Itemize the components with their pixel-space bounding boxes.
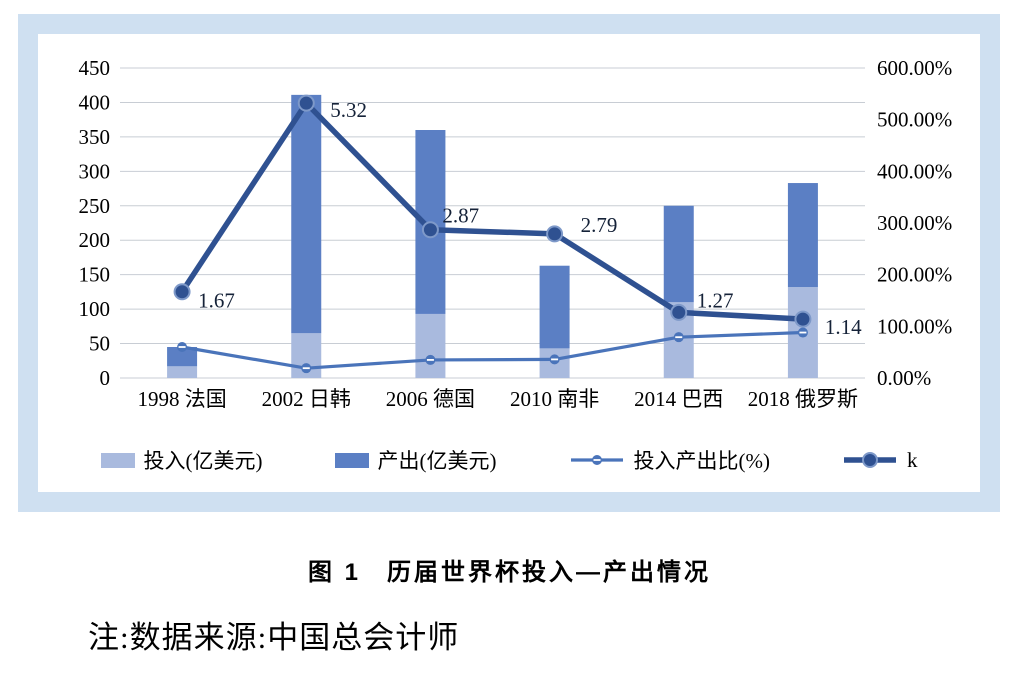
source-note: 注:数据来源:中国总会计师	[88, 620, 460, 655]
legend-item-k: k	[842, 447, 918, 473]
right-axis-tick: 100.00%	[877, 314, 952, 338]
figure-caption: 图 1 历届世界杯投入—产出情况	[0, 552, 1019, 587]
k-line	[179, 100, 804, 322]
legend-k-marker	[861, 452, 878, 468]
k-value-label: 1.14	[825, 315, 862, 339]
left-axis-tick: 0	[100, 366, 111, 390]
x-category-label: 2014 巴西	[634, 387, 723, 411]
left-axis-tick: 100	[79, 297, 111, 321]
ratio-line-swatch	[569, 449, 625, 471]
chart-frame: 450 400 350 300 250 200 150 100 50 0 600.00% 500.00…	[18, 14, 1000, 512]
right-axis-tick: 300.00%	[877, 211, 952, 235]
bar-output	[787, 183, 818, 288]
ratio-line	[181, 330, 803, 370]
investment-swatch	[100, 452, 135, 468]
k-marker	[297, 94, 315, 112]
x-category-label: 2018 俄罗斯	[748, 387, 858, 411]
left-axis-tick: 450	[79, 56, 111, 80]
k-marker	[173, 283, 191, 301]
right-axis-tick: 0.00%	[877, 366, 931, 390]
figure-title: 历届世界杯投入—产出情况	[387, 559, 711, 586]
k-line-swatch	[842, 449, 898, 471]
left-axis-tick: 250	[79, 194, 111, 218]
left-axis-tick: 350	[79, 125, 111, 149]
right-axis-tick: 500.00%	[877, 108, 952, 132]
legend-item-investment: 投入(亿美元)	[100, 445, 263, 475]
output-swatch	[334, 452, 369, 468]
right-axis-tick: 600.00%	[877, 56, 952, 80]
k-marker	[794, 310, 812, 328]
left-axis-tick: 300	[79, 159, 111, 183]
left-axis-tick: 400	[79, 90, 111, 114]
bar-investment	[415, 313, 446, 378]
worldcup-investment-output-chart: 450 400 350 300 250 200 150 100 50 0 600.00% 500.00…	[79, 56, 953, 411]
chart-area: 450 400 350 300 250 200 150 100 50 0 600.00% 500.00…	[38, 34, 980, 492]
k-value-label: 1.27	[697, 288, 734, 312]
left-axis-tick: 50	[89, 332, 110, 356]
legend-label-k: k	[906, 447, 918, 472]
k-marker	[421, 221, 439, 239]
left-axis-tick: 150	[79, 263, 111, 287]
x-category-label: 2002 日韩	[262, 387, 351, 411]
figure-number: 图 1	[307, 559, 361, 586]
x-category-label: 2010 南非	[510, 387, 599, 411]
legend-item-ratio: 投入产出比(%)	[569, 445, 770, 475]
legend-label-investment: 投入(亿美元)	[143, 449, 263, 473]
right-axis-tick: 200.00%	[877, 263, 952, 287]
chart-legend: 投入(亿美元) 产出(亿美元) 投入产出比(%) k	[38, 432, 980, 488]
k-value-label: 2.79	[581, 213, 618, 237]
bar-output	[539, 265, 570, 349]
k-marker	[670, 303, 688, 321]
k-value-label: 2.87	[442, 204, 479, 228]
left-axis-tick: 200	[79, 228, 111, 252]
k-marker	[546, 225, 564, 243]
bar-output	[167, 347, 198, 367]
k-value-label: 5.32	[330, 98, 367, 122]
legend-label-output: 产出(亿美元)	[377, 449, 497, 473]
bar-output	[663, 205, 694, 303]
x-category-label: 2006 德国	[386, 387, 475, 411]
x-category-label: 1998 法国	[137, 387, 226, 411]
right-axis-tick: 400.00%	[877, 159, 952, 183]
bar-output	[291, 94, 322, 334]
legend-item-output: 产出(亿美元)	[334, 445, 497, 475]
legend-label-ratio: 投入产出比(%)	[633, 449, 770, 473]
bar-investment	[167, 366, 198, 378]
k-value-label: 1.67	[198, 289, 235, 313]
